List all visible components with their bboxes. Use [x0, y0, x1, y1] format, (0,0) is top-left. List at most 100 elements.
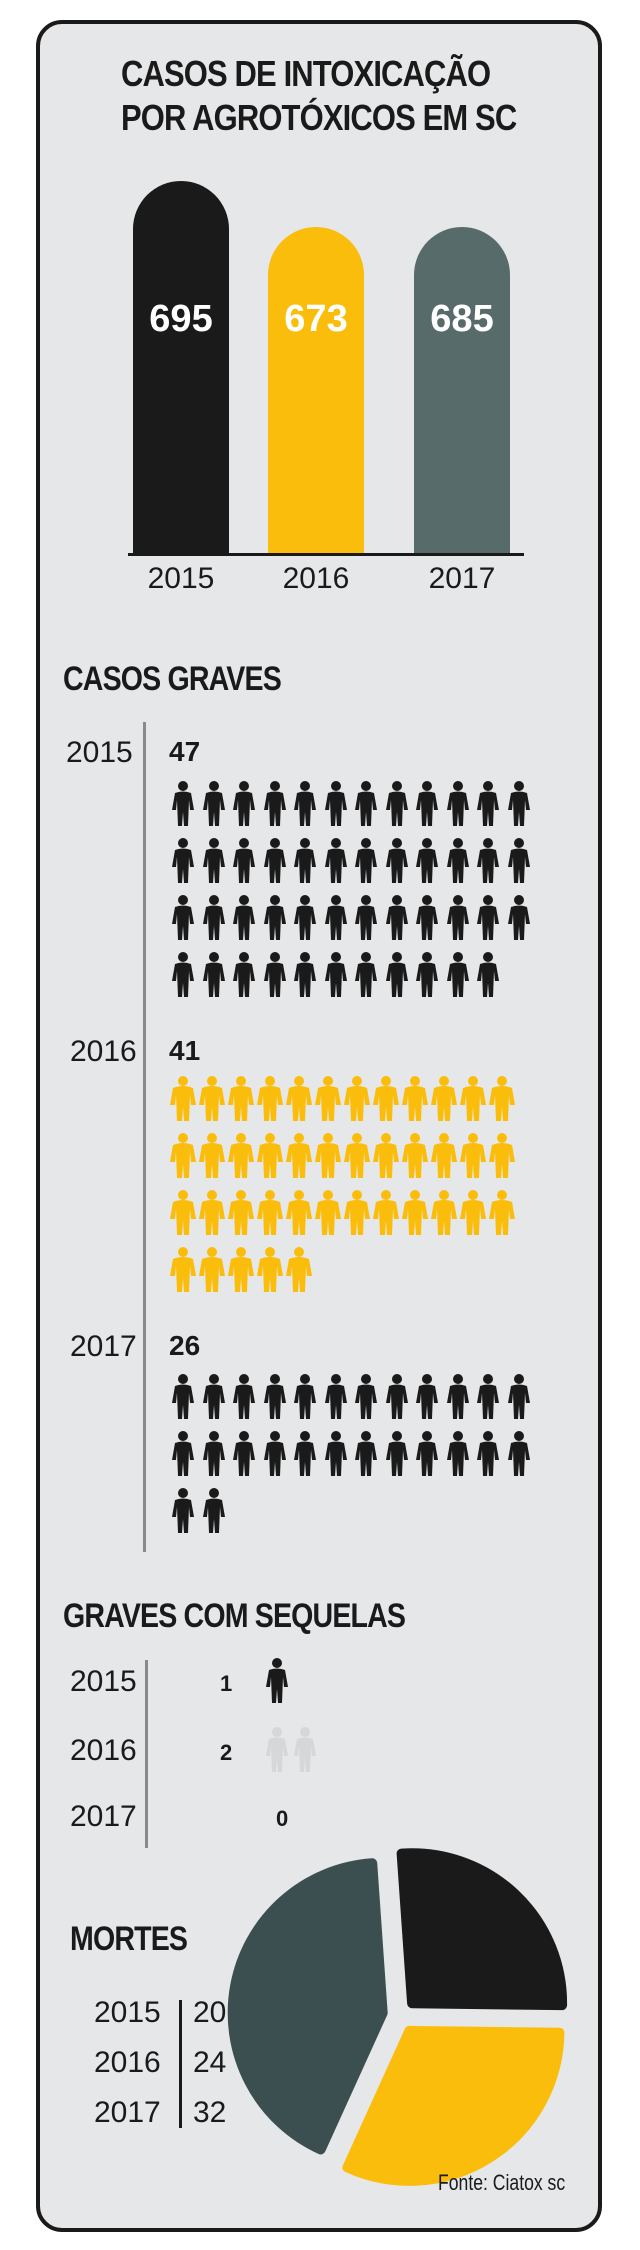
chart-title-line-1: CASOS DE INTOXICAÇÃO [121, 53, 491, 94]
graves-person-icon-2016-8 [373, 1075, 399, 1128]
graves-person-icon-2015-4 [262, 780, 288, 833]
graves-person-icon-2016-13 [170, 1132, 196, 1185]
sequelas-count-2017: 0 [276, 1806, 289, 1831]
graves-person-icon-2016-24 [489, 1132, 515, 1185]
bar-chart-baseline [128, 553, 524, 556]
graves-person-icon-2017-5 [292, 1373, 318, 1426]
bar-2015 [133, 181, 229, 553]
graves-person-icon-2016-30 [315, 1189, 341, 1242]
graves-person-icon-2017-15 [231, 1430, 257, 1483]
chart-title: CASOS DE INTOXICAÇÃO POR AGROTÓXICOS EM … [121, 52, 517, 140]
bar-2016 [268, 227, 364, 553]
graves-person-icon-2016-11 [460, 1075, 486, 1128]
graves-person-icon-2016-28 [257, 1189, 283, 1242]
graves-person-icon-2015-21 [414, 837, 440, 890]
graves-person-icon-2016-14 [199, 1132, 225, 1185]
bar-value-label-2017: 685 [430, 298, 494, 340]
graves-person-icon-2015-14 [201, 837, 227, 890]
mortes-year-2016: 2016 [94, 2046, 161, 2079]
sequelas-person-icon-2015-1 [264, 1657, 290, 1710]
bar-category-label-2015: 2015 [147, 562, 215, 595]
graves-person-icon-2016-40 [257, 1246, 283, 1299]
graves-person-icon-2017-19 [353, 1430, 379, 1483]
graves-person-icon-2016-34 [431, 1189, 457, 1242]
graves-person-icon-2016-21 [402, 1132, 428, 1185]
graves-person-icon-2017-7 [353, 1373, 379, 1426]
sequelas-count-2015: 1 [220, 1671, 233, 1696]
source-credit: Fonte: Ciatox sc [438, 2170, 566, 2195]
graves-person-icon-2015-41 [292, 951, 318, 1004]
graves-person-icon-2015-2 [201, 780, 227, 833]
graves-person-icon-2017-2 [201, 1373, 227, 1426]
graves-person-icon-2017-21 [414, 1430, 440, 1483]
graves-count-2017: 26 [169, 1330, 201, 1361]
graves-person-icon-2016-3 [228, 1075, 254, 1128]
graves-person-icon-2015-43 [353, 951, 379, 1004]
graves-person-icon-2015-44 [384, 951, 410, 1004]
graves-person-icon-2015-12 [506, 780, 532, 833]
mortes-divider [179, 2000, 182, 2128]
graves-person-icon-2016-41 [286, 1246, 312, 1299]
graves-person-icon-2015-47 [475, 951, 501, 1004]
graves-person-icon-2015-19 [353, 837, 379, 890]
graves-person-icon-2016-32 [373, 1189, 399, 1242]
graves-person-icon-2015-15 [231, 837, 257, 890]
graves-person-icon-2015-9 [414, 780, 440, 833]
graves-person-icon-2015-46 [445, 951, 471, 1004]
graves-person-icon-2017-25 [170, 1487, 196, 1540]
graves-person-icon-2016-19 [344, 1132, 370, 1185]
graves-person-icon-2016-23 [460, 1132, 486, 1185]
graves-person-icon-2017-4 [262, 1373, 288, 1426]
graves-person-icon-2015-25 [170, 894, 196, 947]
mortes-year-2017: 2017 [94, 2096, 161, 2129]
graves-count-2015: 47 [169, 736, 201, 767]
graves-person-icon-2015-35 [475, 894, 501, 947]
bar-category-label-2017: 2017 [428, 562, 496, 595]
bar-value-label-2015: 695 [149, 298, 213, 340]
graves-person-icon-2015-5 [292, 780, 318, 833]
graves-person-icon-2015-8 [384, 780, 410, 833]
section-title-mortes: MORTES [70, 1920, 188, 1958]
sequelas-year-2017: 2017 [70, 1800, 137, 1833]
graves-person-icon-2016-1 [170, 1075, 196, 1128]
sequelas-year-2016: 2016 [70, 1734, 137, 1767]
graves-person-icon-2016-2 [199, 1075, 225, 1128]
mortes-year-2015: 2015 [94, 1996, 161, 2029]
graves-person-icon-2015-7 [353, 780, 379, 833]
mortes-value-2016: 24 [193, 2046, 227, 2079]
graves-person-icon-2016-9 [402, 1075, 428, 1128]
graves-person-icon-2015-28 [262, 894, 288, 947]
bar-category-label-2016: 2016 [282, 562, 350, 595]
graves-person-icon-2015-3 [231, 780, 257, 833]
graves-person-icon-2016-16 [257, 1132, 283, 1185]
graves-person-icon-2015-17 [292, 837, 318, 890]
graves-person-icon-2017-1 [170, 1373, 196, 1426]
graves-person-icon-2015-30 [323, 894, 349, 947]
graves-person-icon-2016-20 [373, 1132, 399, 1185]
graves-year-2015: 2015 [66, 736, 133, 769]
graves-person-icon-2015-31 [353, 894, 379, 947]
graves-person-icon-2016-25 [170, 1189, 196, 1242]
graves-person-icon-2017-22 [445, 1430, 471, 1483]
graves-person-icon-2017-13 [170, 1430, 196, 1483]
graves-person-icon-2017-26 [201, 1487, 227, 1540]
bar-2017 [414, 227, 510, 553]
graves-person-icon-2015-29 [292, 894, 318, 947]
chart-title-line-2: POR AGROTÓXICOS EM SC [121, 97, 517, 138]
graves-person-icon-2015-45 [414, 951, 440, 1004]
graves-person-icon-2016-17 [286, 1132, 312, 1185]
graves-person-icon-2017-6 [323, 1373, 349, 1426]
graves-person-icon-2017-16 [262, 1430, 288, 1483]
graves-person-icon-2016-38 [199, 1246, 225, 1299]
graves-person-icon-2015-22 [445, 837, 471, 890]
graves-person-icon-2016-12 [489, 1075, 515, 1128]
graves-person-icon-2015-27 [231, 894, 257, 947]
graves-person-icon-2017-20 [384, 1430, 410, 1483]
graves-person-icon-2015-18 [323, 837, 349, 890]
graves-person-icon-2016-22 [431, 1132, 457, 1185]
graves-person-icon-2016-26 [199, 1189, 225, 1242]
graves-person-icon-2016-31 [344, 1189, 370, 1242]
section-title-graves-com-sequelas: GRAVES COM SEQUELAS [63, 1597, 406, 1635]
graves-person-icon-2016-15 [228, 1132, 254, 1185]
graves-person-icon-2017-12 [506, 1373, 532, 1426]
